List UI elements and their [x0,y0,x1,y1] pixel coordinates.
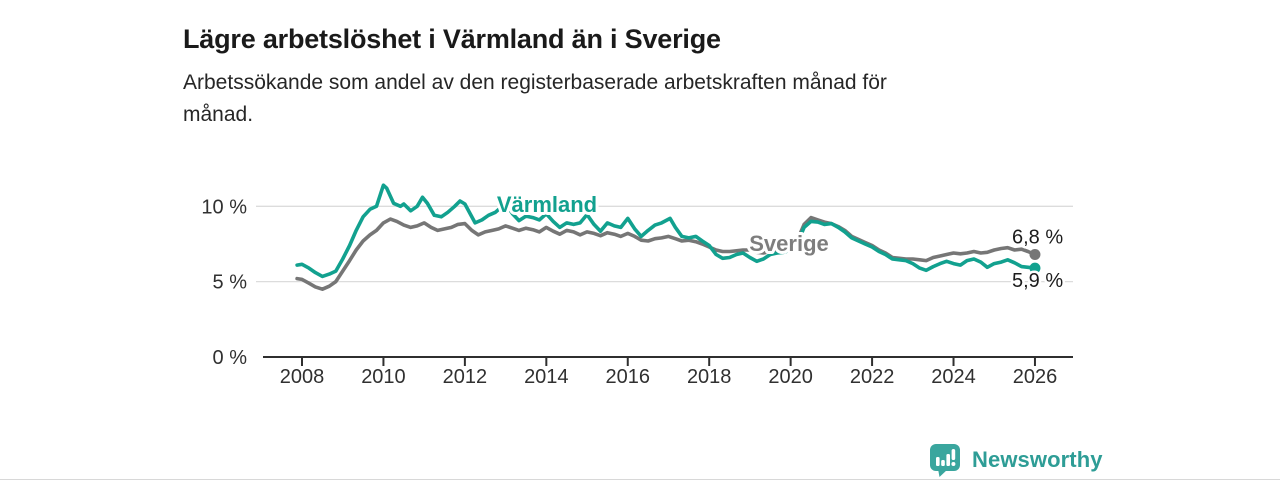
chart-subtitle: Arbetssökande som andel av den registerb… [183,67,1063,131]
x-axis-tick-label: 2018 [687,366,732,388]
x-axis-tick-label: 2010 [361,366,406,388]
series-end-dot-sverige [1029,249,1041,261]
subtitle-line-1: Arbetssökande som andel av den registerb… [183,71,887,94]
series-line-sverige [295,215,1037,292]
series-inline-label-varmland: Värmland [497,192,597,217]
series-line-varmland [295,183,1037,279]
series-end-value-label-sverige: 6,8 % [1012,227,1063,249]
x-axis-tick-label: 2016 [606,366,651,388]
series-end-value-label-varmland: 5,9 % [1012,270,1063,292]
bar-chart-speech-bubble-icon [930,444,960,477]
x-axis-tick-label: 2014 [524,366,569,388]
series-end-dot-varmland [1029,262,1041,274]
x-axis-tick-label: 2008 [280,366,325,388]
newsworthy-wordmark: Newsworthy [972,447,1103,472]
x-axis-tick-label: 2020 [768,366,813,388]
x-axis-tick-label: 2024 [931,366,976,388]
y-axis-tick-label: 5 % [213,272,248,294]
subtitle-line-2: månad. [183,103,254,126]
page-title: Lägre arbetslöshet i Värmland än i Sveri… [183,24,721,55]
x-axis-tick-label: 2012 [443,366,488,388]
x-axis-tick-label: 2022 [850,366,895,388]
x-axis-tick-label: 2026 [1013,366,1058,388]
newsworthy-logo: Newsworthy [928,443,1103,477]
y-axis-tick-label: 0 % [213,347,248,369]
series-inline-label-sverige: Sverige [749,231,829,256]
y-axis-tick-label: 10 % [201,196,247,218]
